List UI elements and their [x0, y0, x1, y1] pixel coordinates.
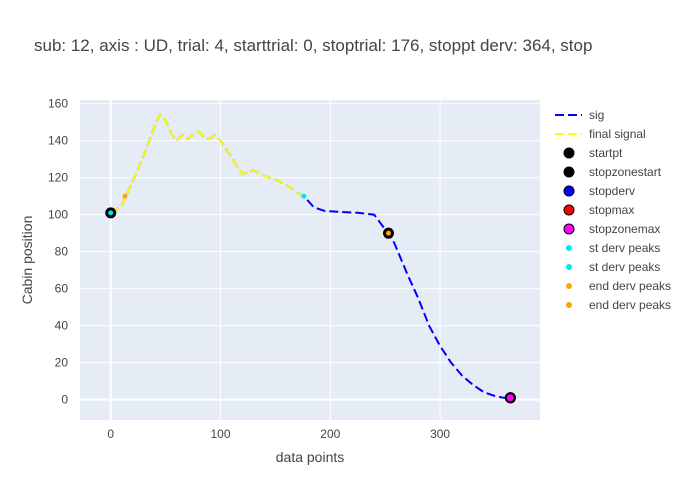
legend-label: stopzonemax [589, 222, 660, 236]
legend-label: st derv peaks [589, 241, 660, 255]
y-tick-label: 160 [48, 97, 68, 111]
legend-label: stopzonestart [589, 165, 662, 179]
legend-label: startpt [589, 146, 623, 160]
y-tick-label: 0 [61, 393, 68, 407]
plot-area [80, 100, 540, 420]
x-tick-label: 0 [107, 427, 114, 441]
x-tick-label: 100 [211, 427, 231, 441]
legend-label: stopderv [589, 184, 635, 198]
grid [80, 100, 540, 420]
legend-dot-symbol [566, 264, 572, 270]
legend-item-stopderv[interactable]: stopderv [563, 184, 635, 198]
legend-label: end derv peaks [589, 298, 671, 312]
legend: sig final signal startpt stopzonestart stopd… [555, 108, 671, 312]
marker-stopzonemax [504, 392, 516, 404]
series-line-final-signal [110, 113, 305, 214]
x-tick-label: 300 [430, 427, 450, 441]
legend-dot-symbol [566, 245, 572, 251]
y-tick-label: 20 [55, 356, 69, 370]
legend-label: st derv peaks [589, 260, 660, 274]
y-tick-label: 140 [48, 134, 68, 148]
legend-item-stopzonemax[interactable]: stopzonemax [563, 222, 660, 236]
legend-item-stopmax[interactable]: stopmax [563, 203, 634, 217]
y-tick-label: 60 [55, 282, 69, 296]
dot-end-derv-peaks [122, 193, 128, 199]
legend-dot-symbol [566, 302, 572, 308]
legend-marker-symbol [563, 185, 575, 197]
y-axis-title: Cabin position [19, 216, 35, 305]
y-tick-labels: 0 20 40 60 80 100 120 140 160 [48, 97, 68, 407]
legend-marker-symbol [563, 204, 575, 216]
dot-st-derv-peaks [108, 210, 114, 216]
x-tick-label: 200 [320, 427, 340, 441]
legend-marker-symbol [563, 223, 575, 235]
legend-item-end-derv-peaks[interactable]: end derv peaks [566, 279, 671, 293]
series-markers [105, 193, 516, 404]
legend-marker-symbol [563, 166, 575, 178]
legend-item-sig[interactable]: sig [555, 108, 604, 122]
legend-label: end derv peaks [589, 279, 671, 293]
x-tick-labels: 0 100 200 300 [107, 427, 450, 441]
legend-item-final-signal[interactable]: final signal [555, 127, 646, 141]
legend-label: sig [589, 108, 604, 122]
x-axis-title: data points [276, 449, 345, 465]
dot-end-derv-peaks [385, 230, 391, 236]
chart-title: sub: 12, axis : UD, trial: 4, starttrial… [34, 36, 592, 55]
y-tick-label: 100 [48, 208, 68, 222]
legend-item-st-derv-peaks[interactable]: st derv peaks [566, 260, 660, 274]
y-tick-label: 120 [48, 171, 68, 185]
legend-item-startpt[interactable]: startpt [563, 146, 623, 160]
dot-st-derv-peaks [301, 193, 307, 199]
y-tick-label: 80 [55, 245, 69, 259]
legend-label: stopmax [589, 203, 634, 217]
y-tick-label: 40 [55, 319, 69, 333]
series-lines [110, 113, 512, 399]
legend-item-stopzonestart[interactable]: stopzonestart [563, 165, 662, 179]
legend-marker-symbol [563, 147, 575, 159]
legend-dot-symbol [566, 283, 572, 289]
legend-item-end-derv-peaks[interactable]: end derv peaks [566, 298, 671, 312]
legend-item-st-derv-peaks[interactable]: st derv peaks [566, 241, 660, 255]
legend-label: final signal [589, 127, 646, 141]
